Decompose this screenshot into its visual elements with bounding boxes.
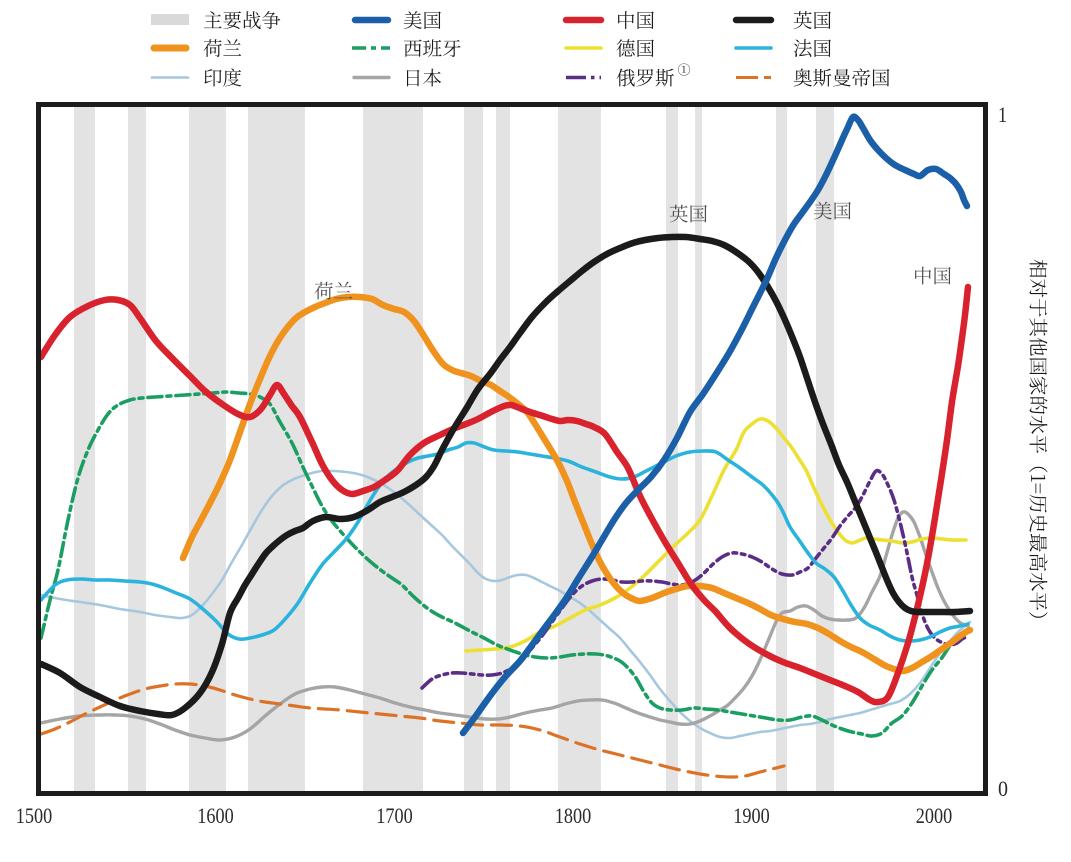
svg-text:1: 1 xyxy=(998,102,1007,127)
svg-text:2000: 2000 xyxy=(916,803,952,828)
svg-text:0: 0 xyxy=(998,776,1008,801)
svg-text:1500: 1500 xyxy=(16,803,52,828)
svg-text:1700: 1700 xyxy=(376,803,412,828)
svg-text:1800: 1800 xyxy=(555,803,591,828)
svg-text:1900: 1900 xyxy=(733,803,769,828)
svg-text:1600: 1600 xyxy=(197,803,233,828)
